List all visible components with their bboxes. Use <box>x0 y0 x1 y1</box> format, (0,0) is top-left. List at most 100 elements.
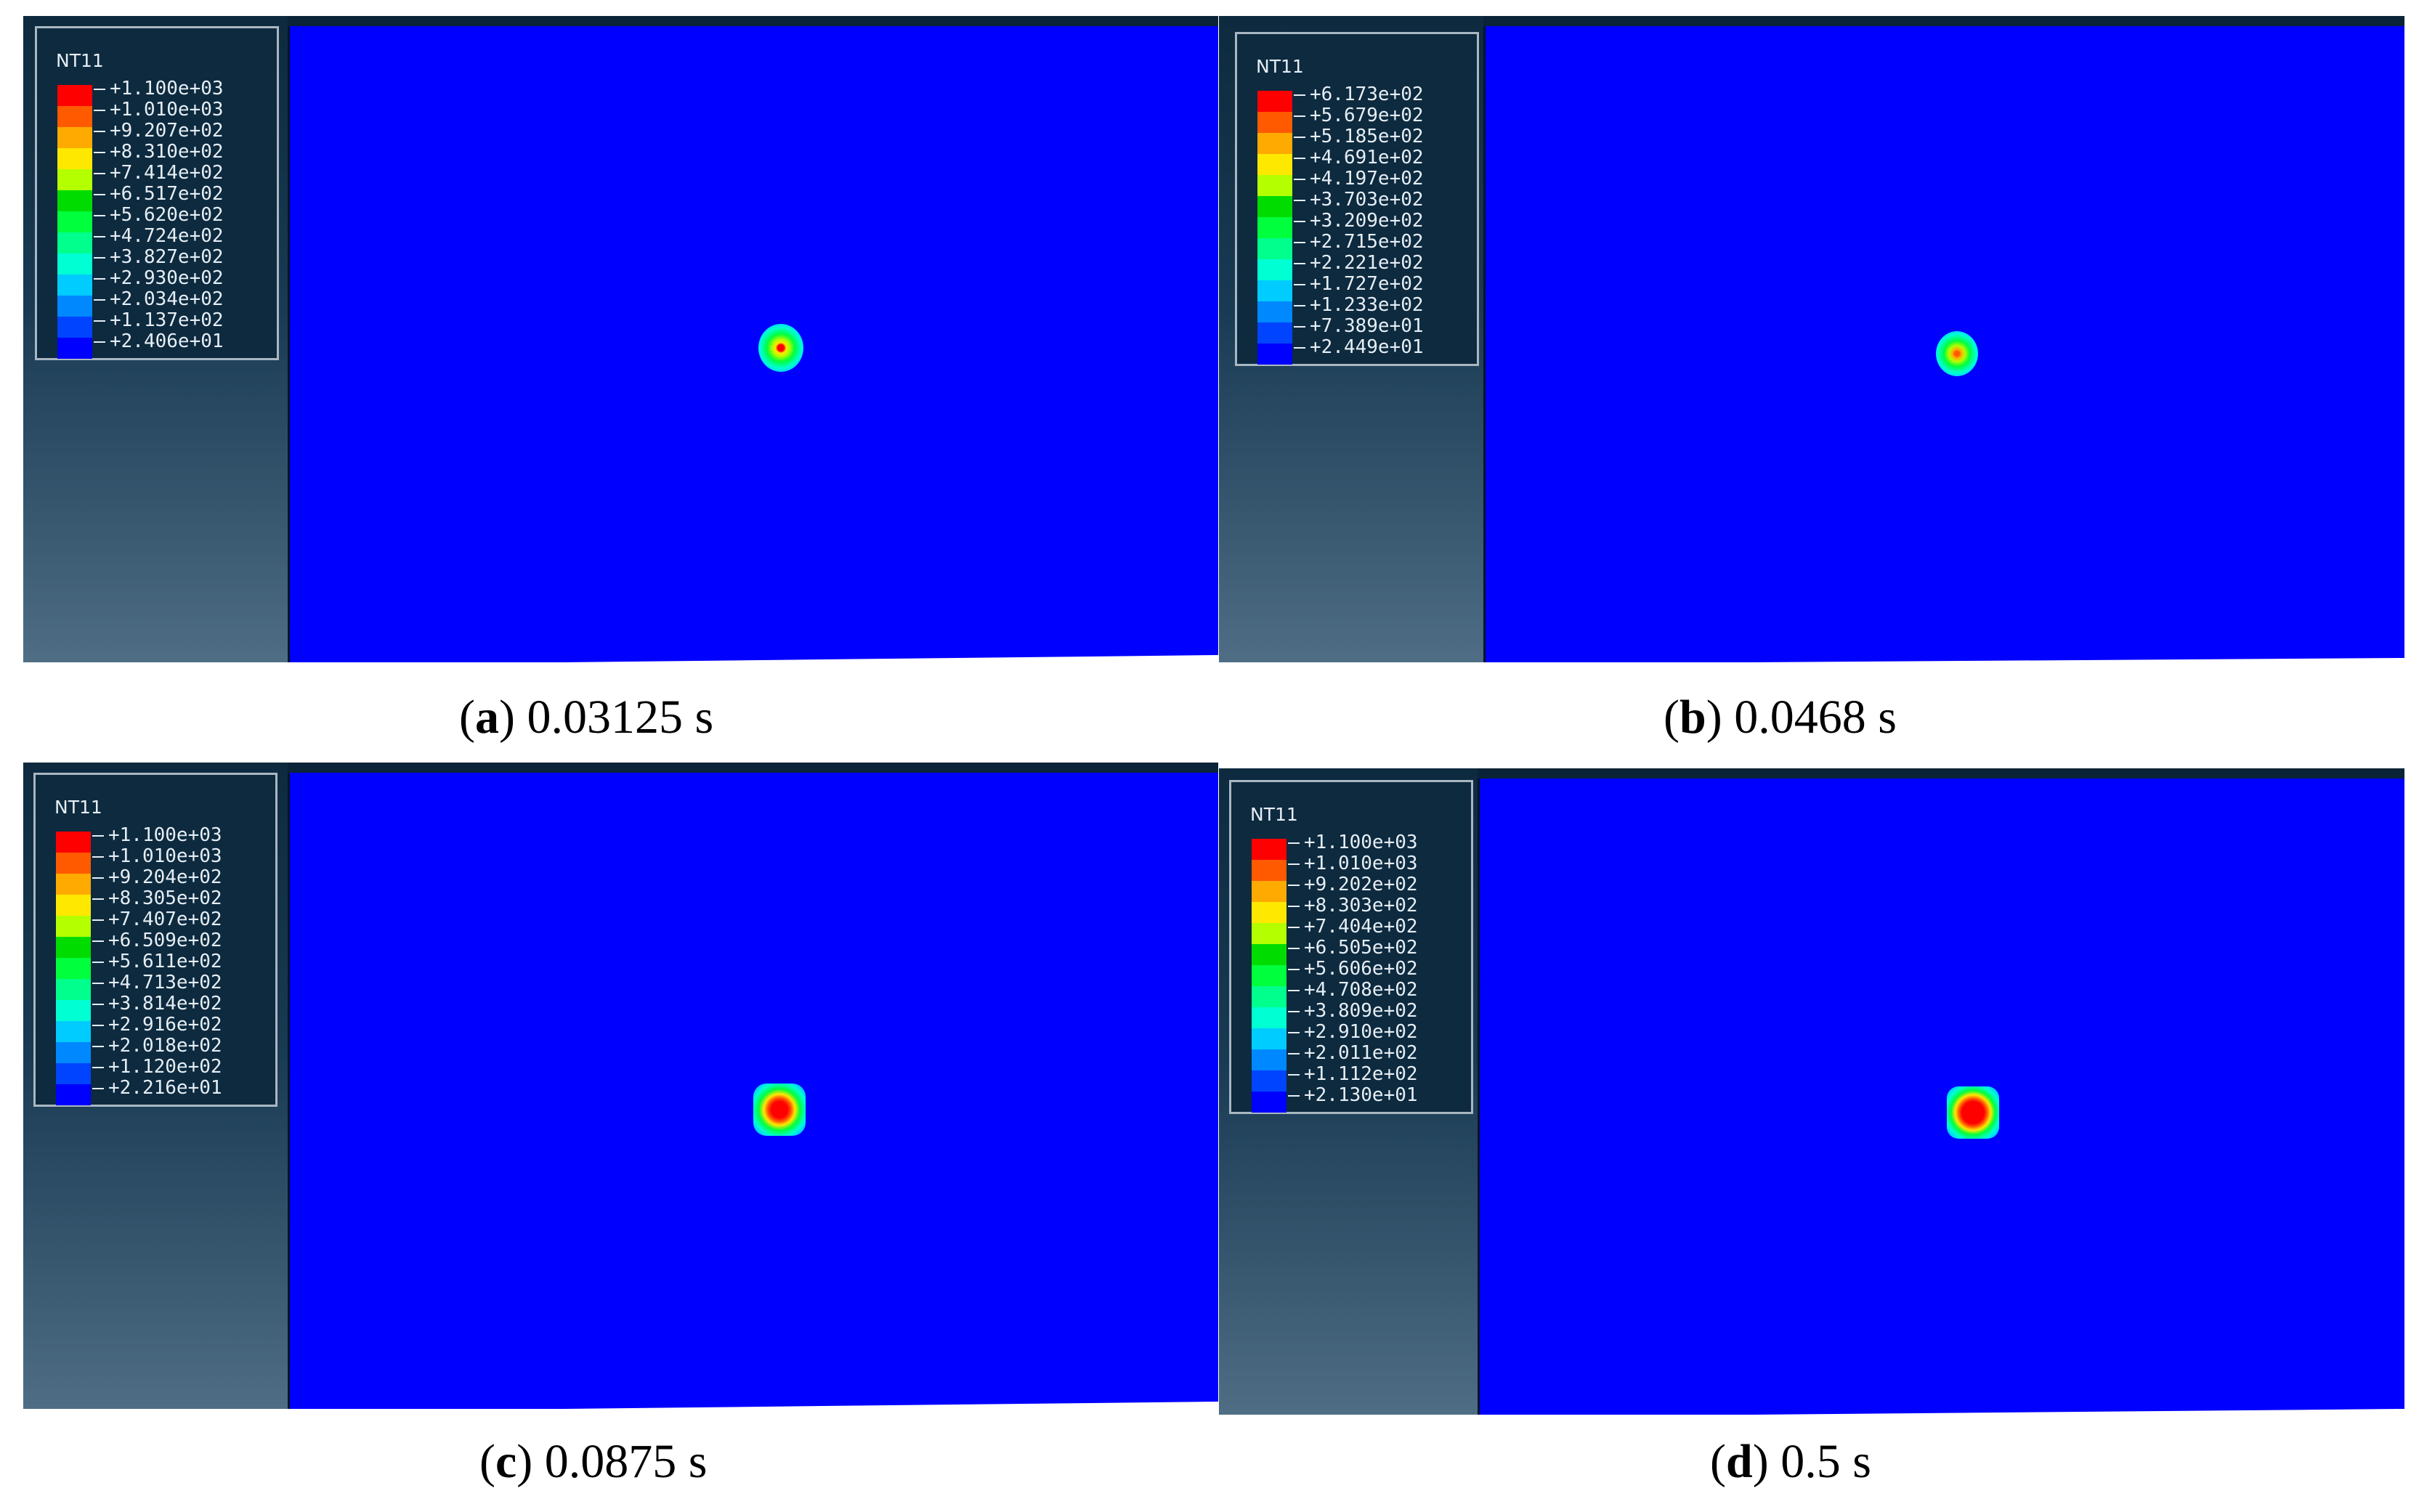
legend-swatch <box>1252 902 1287 923</box>
legend-swatch <box>1252 1049 1287 1070</box>
legend-swatch <box>57 211 92 232</box>
caption-d: (d) 0.5 s <box>1710 1435 1871 1488</box>
legend-tick-label: +2.449e+01 <box>1294 337 1424 358</box>
legend-swatch <box>57 296 92 317</box>
model-viewport <box>1478 779 2404 1415</box>
contour-plot-b: NT11 +6.173e+02 +5.679e+02 +5.185e+02 +4.69… <box>1219 16 2404 662</box>
legend-tick-label: +8.310e+02 <box>94 142 224 163</box>
caption-c: (c) 0.0875 s <box>479 1435 708 1488</box>
legend-swatch <box>1257 301 1292 322</box>
legend-tick-label: +1.100e+03 <box>94 78 224 99</box>
legend-swatch <box>56 874 91 895</box>
heat-spot <box>753 1084 806 1136</box>
legend-tick-label: +4.197e+02 <box>1294 168 1424 190</box>
caption-b: (b) 0.0468 s <box>1664 691 1897 744</box>
caption-letter: d <box>1725 1435 1753 1488</box>
legend-swatch <box>57 317 92 338</box>
legend-swatch <box>1252 965 1287 986</box>
legend-tick-label: +1.100e+03 <box>92 825 222 846</box>
legend-swatch <box>1257 154 1292 175</box>
legend-tick-label: +2.216e+01 <box>92 1078 222 1099</box>
legend-tick-label: +2.034e+02 <box>94 289 224 310</box>
legend-swatch <box>1257 217 1292 238</box>
legend-title: NT11 <box>54 797 102 818</box>
legend-tick-label: +1.010e+03 <box>1288 853 1418 874</box>
legend-title: NT11 <box>56 50 104 71</box>
legend-swatch <box>1257 196 1292 217</box>
legend-tick-label: +7.389e+01 <box>1294 316 1424 337</box>
legend-swatch <box>56 979 91 1000</box>
legend-swatch <box>56 937 91 958</box>
model-viewport <box>288 773 1218 1409</box>
model-viewport <box>1483 26 2404 662</box>
caption-time: 0.0875 s <box>544 1435 708 1488</box>
contour-legend: NT11 +1.100e+03 +1.010e+03 +9.204e+02 +8.30… <box>33 773 277 1107</box>
legend-tick-label: +1.010e+03 <box>92 846 222 867</box>
caption-time: 0.5 s <box>1780 1435 1871 1488</box>
legend-title: NT11 <box>1250 804 1298 825</box>
legend-swatch <box>1252 923 1287 944</box>
legend-color-bar <box>1252 839 1287 1113</box>
legend-tick-label: +2.910e+02 <box>1288 1022 1418 1043</box>
legend-tick-label: +8.303e+02 <box>1288 895 1418 916</box>
legend-swatch <box>56 958 91 979</box>
legend-swatch <box>1252 1007 1287 1028</box>
contour-plot-a: NT11 +1.100e+03 +1.010e+03 +9.207e+02 +8.31… <box>23 16 1218 662</box>
legend-tick-label: +1.100e+03 <box>1288 832 1418 853</box>
caption-letter: c <box>495 1435 517 1488</box>
legend-tick-label: +3.827e+02 <box>94 247 224 268</box>
legend-tick-label: +6.517e+02 <box>94 184 224 205</box>
legend-tick-label: +5.679e+02 <box>1294 105 1424 126</box>
legend-tick-label: +7.414e+02 <box>94 163 224 184</box>
legend-tick-label: +5.606e+02 <box>1288 959 1418 980</box>
legend-tick-label: +5.185e+02 <box>1294 126 1424 147</box>
legend-swatch <box>57 253 92 275</box>
legend-tick-label: +2.011e+02 <box>1288 1043 1418 1064</box>
legend-swatch <box>57 127 92 148</box>
viewport-edge <box>564 655 1218 662</box>
legend-tick-label: +6.173e+02 <box>1294 84 1424 105</box>
legend-tick-label: +3.703e+02 <box>1294 190 1424 211</box>
legend-swatch <box>56 1000 91 1021</box>
legend-swatch <box>57 338 92 359</box>
legend-tick-label: +2.406e+01 <box>94 331 224 352</box>
legend-swatch <box>1252 1070 1287 1092</box>
legend-tick-label: +1.137e+02 <box>94 310 224 331</box>
legend-tick-label: +6.509e+02 <box>92 930 222 951</box>
legend-tick-label: +4.691e+02 <box>1294 147 1424 168</box>
legend-swatch <box>57 169 92 190</box>
legend-swatch <box>1252 839 1287 860</box>
legend-swatch <box>56 895 91 916</box>
legend-color-bar <box>57 85 92 359</box>
caption-time: 0.0468 s <box>1734 691 1897 744</box>
legend-swatch <box>1257 280 1292 301</box>
legend-swatch <box>57 106 92 127</box>
legend-swatch <box>1252 1092 1287 1113</box>
legend-title: NT11 <box>1256 56 1304 77</box>
legend-swatch <box>1252 944 1287 965</box>
legend-tick-label: +1.727e+02 <box>1294 274 1424 295</box>
legend-tick-label: +3.809e+02 <box>1288 1001 1418 1022</box>
heat-spot <box>758 324 803 372</box>
legend-tick-label: +2.221e+02 <box>1294 253 1424 274</box>
caption-time: 0.03125 s <box>527 691 714 744</box>
legend-tick-label: +7.407e+02 <box>92 909 222 930</box>
legend-tick-label: +2.930e+02 <box>94 268 224 289</box>
legend-swatch <box>1257 259 1292 280</box>
legend-ticks: +1.100e+03 +1.010e+03 +9.204e+02 +8.305e+02… <box>92 825 222 1099</box>
legend-tick-label: +9.202e+02 <box>1288 874 1418 895</box>
heat-spot <box>1947 1086 1999 1139</box>
viewport-edge <box>564 1402 1218 1409</box>
legend-swatch <box>57 275 92 296</box>
contour-legend: NT11 +1.100e+03 +1.010e+03 +9.202e+02 +8.30… <box>1229 780 1473 1114</box>
viewport-edge <box>1751 1409 2404 1415</box>
legend-tick-label: +1.233e+02 <box>1294 295 1424 316</box>
legend-tick-label: +5.611e+02 <box>92 951 222 972</box>
contour-legend: NT11 +1.100e+03 +1.010e+03 +9.207e+02 +8.31… <box>35 26 279 360</box>
legend-tick-label: +2.715e+02 <box>1294 232 1424 253</box>
legend-tick-label: +2.916e+02 <box>92 1015 222 1036</box>
legend-swatch <box>1257 175 1292 196</box>
legend-swatch <box>56 1084 91 1105</box>
legend-tick-label: +4.713e+02 <box>92 972 222 993</box>
contour-legend: NT11 +6.173e+02 +5.679e+02 +5.185e+02 +4.69… <box>1235 32 1479 366</box>
